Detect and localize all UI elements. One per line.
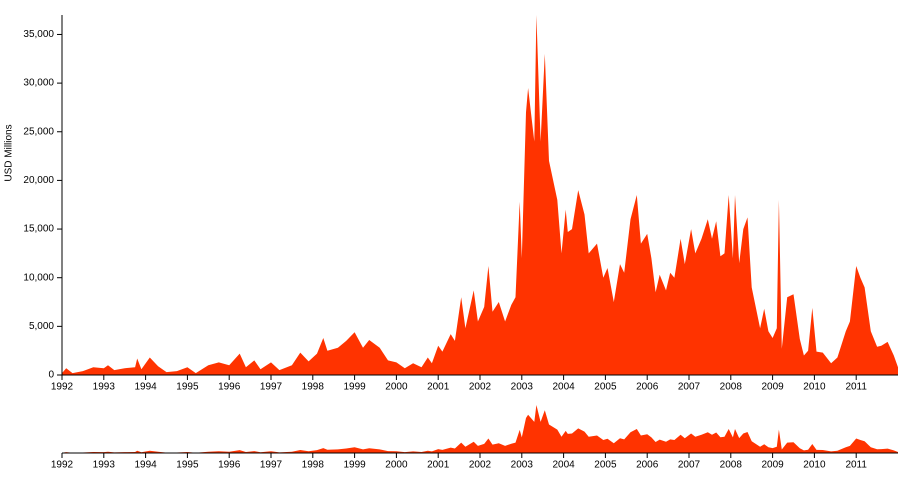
x-tick-label: 2004: [552, 382, 575, 393]
x-tick-label: 1996: [218, 460, 241, 471]
x-tick-label: 2003: [511, 460, 534, 471]
x-tick-label: 2011: [845, 382, 867, 393]
x-tick-label: 2009: [761, 382, 784, 393]
x-tick-label: 1995: [176, 382, 199, 393]
x-tick-label: 1998: [302, 382, 325, 393]
x-tick-label: 2008: [720, 382, 743, 393]
x-tick-label: 2011: [845, 460, 867, 471]
y-tick-label: 35,000: [23, 29, 54, 40]
x-tick-label: 2005: [594, 382, 617, 393]
y-tick-label: 0: [48, 370, 54, 381]
y-tick-label: 20,000: [23, 175, 54, 186]
y-tick-label: 5,000: [29, 321, 54, 332]
y-tick-label: 15,000: [23, 224, 54, 235]
x-tick-label: 1999: [343, 460, 366, 471]
x-tick-label: 1993: [93, 460, 116, 471]
x-tick-label: 1996: [218, 382, 241, 393]
y-axis-label: USD Millions: [4, 124, 15, 181]
area: [62, 15, 898, 375]
x-tick-label: 2007: [678, 460, 701, 471]
x-tick-label: 2001: [427, 382, 450, 393]
x-tick-label: 1995: [176, 460, 199, 471]
x-tick-label: 2009: [761, 460, 784, 471]
x-tick-label: 2002: [469, 460, 492, 471]
y-tick-label: 25,000: [23, 126, 54, 137]
x-tick-label: 1997: [260, 382, 283, 393]
x-tick-label: 1997: [260, 460, 283, 471]
x-tick-label: 2008: [720, 460, 743, 471]
x-tick-label: 2006: [636, 460, 659, 471]
y-tick-label: 10,000: [23, 272, 54, 283]
x-tick-label: 1993: [93, 382, 116, 393]
x-tick-label: 2002: [469, 382, 492, 393]
x-tick-label: 2000: [385, 382, 408, 393]
x-tick-label: 2000: [385, 460, 408, 471]
x-tick-label: 2005: [594, 460, 617, 471]
area: [62, 405, 898, 453]
x-tick-label: 1994: [134, 460, 157, 471]
x-tick-label: 1994: [134, 382, 157, 393]
x-tick-label: 2010: [803, 382, 826, 393]
x-tick-label: 1992: [51, 382, 74, 393]
x-tick-label: 1998: [302, 460, 325, 471]
x-tick-label: 2007: [678, 382, 701, 393]
x-tick-label: 2001: [427, 460, 450, 471]
x-tick-label: 2004: [552, 460, 575, 471]
x-tick-label: 2010: [803, 460, 826, 471]
y-tick-label: 30,000: [23, 78, 54, 89]
x-tick-label: 1992: [51, 460, 74, 471]
x-tick-label: 2003: [511, 382, 534, 393]
x-tick-label: 1999: [343, 382, 366, 393]
x-tick-label: 2006: [636, 382, 659, 393]
